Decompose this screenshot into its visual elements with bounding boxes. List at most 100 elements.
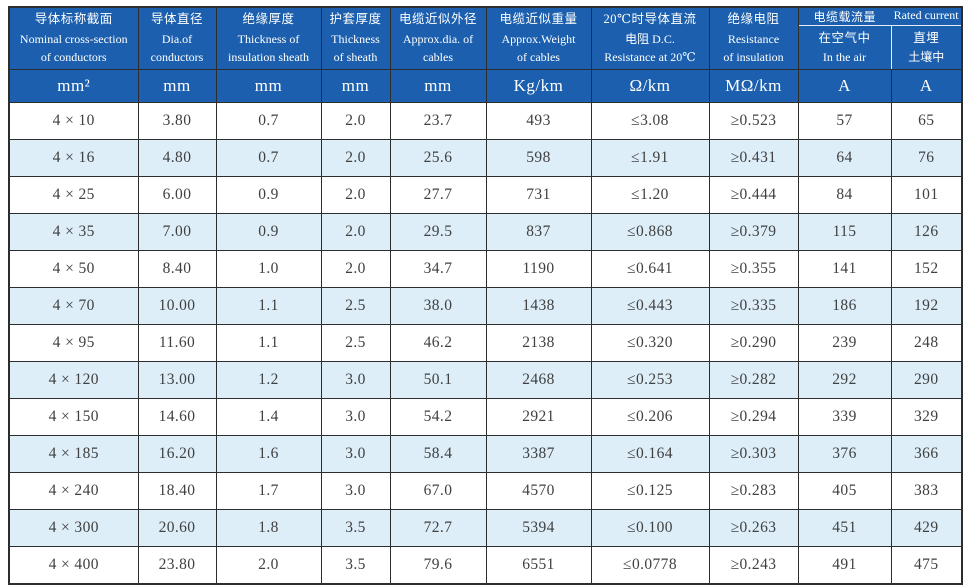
- table-cell: 23.7: [389, 102, 487, 140]
- column-header-line: of sheath: [333, 50, 378, 65]
- column-header-line: 土壤中: [908, 49, 945, 64]
- column-header-line: conductors: [150, 50, 204, 65]
- table-cell: 152: [890, 250, 963, 288]
- table-cell: 57: [797, 102, 892, 140]
- column-header-line: Resistance: [727, 31, 780, 46]
- column-header-approx-diameter: 电缆近似外径 Approx.dia. of cables: [389, 6, 487, 70]
- table-cell: 4.80: [137, 139, 217, 177]
- table-cell: 67.0: [389, 472, 487, 510]
- table-cell: 5394: [485, 509, 592, 547]
- table-row: 4 × 240 18.40 1.7 3.0 67.0 4570 ≤0.125 ≥0.283 40…: [8, 472, 963, 510]
- table-cell: 2.0: [320, 139, 391, 177]
- table-cell: 383: [890, 472, 963, 510]
- table-cell: ≤0.320: [590, 324, 710, 362]
- table-cell: 4 × 70: [8, 287, 139, 325]
- table-row: 4 × 10 3.80 0.7 2.0 23.7 493 ≤3.08 ≥0.523 57 65: [8, 102, 963, 140]
- table-cell: 1.4: [215, 398, 322, 436]
- column-header-insulation-resistance: 绝缘电阻 Resistance of insulation: [708, 6, 799, 70]
- table-cell: 3.0: [320, 398, 391, 436]
- unit-cell-insulation-resistance: MΩ/km: [708, 69, 799, 103]
- table-cell: 65: [890, 102, 963, 140]
- table-cell: ≤0.125: [590, 472, 710, 510]
- column-header-line: 绝缘厚度: [242, 12, 295, 27]
- table-cell: 18.40: [137, 472, 217, 510]
- table-cell: ≥0.379: [708, 213, 799, 251]
- table-body: 4 × 10 3.80 0.7 2.0 23.7 493 ≤3.08 ≥0.523 57 65 4 …: [8, 102, 963, 584]
- column-header-sheath-thickness: 护套厚度 Thickness of sheath: [320, 6, 391, 70]
- column-header-line: cables: [423, 50, 453, 65]
- table-cell: 4 × 95: [8, 324, 139, 362]
- table-cell: 475: [890, 546, 963, 584]
- table-cell: 186: [797, 287, 892, 325]
- table-cell: 2.0: [320, 213, 391, 251]
- table-cell: 141: [797, 250, 892, 288]
- table-cell: 451: [797, 509, 892, 547]
- column-header-line: of cables: [517, 50, 560, 65]
- table-cell: 54.2: [389, 398, 487, 436]
- table-cell: 493: [485, 102, 592, 140]
- table-cell: ≥0.283: [708, 472, 799, 510]
- table-cell: 79.6: [389, 546, 487, 584]
- table-cell: 23.80: [137, 546, 217, 584]
- table-cell: ≤0.868: [590, 213, 710, 251]
- table-cell: 405: [797, 472, 892, 510]
- table-cell: 239: [797, 324, 892, 362]
- table-cell: 1.1: [215, 324, 322, 362]
- table-cell: 598: [485, 139, 592, 177]
- unit-cell-nominal-cross-section: mm²: [8, 69, 139, 103]
- table-cell: ≤3.08: [590, 102, 710, 140]
- column-header-line: Approx.Weight: [501, 31, 576, 46]
- column-header-line: Nominal cross-section: [19, 31, 128, 46]
- column-header-line: 绝缘电阻: [727, 12, 780, 27]
- table-cell: ≤0.100: [590, 509, 710, 547]
- table-cell: 1190: [485, 250, 592, 288]
- column-header-line: 护套厚度: [329, 12, 382, 27]
- table-cell: 4 × 35: [8, 213, 139, 251]
- column-header-line: 20℃时导体直流: [603, 12, 697, 27]
- table-cell: ≤0.443: [590, 287, 710, 325]
- table-cell: 3.0: [320, 435, 391, 473]
- table-cell: ≤0.253: [590, 361, 710, 399]
- table-row: 4 × 400 23.80 2.0 3.5 79.6 6551 ≤0.0778 ≥0.243 4…: [8, 546, 963, 584]
- unit-cell-sheath-thickness: mm: [320, 69, 391, 103]
- table-cell: 837: [485, 213, 592, 251]
- table-cell: 6.00: [137, 176, 217, 214]
- column-header-line: Thickness of: [237, 31, 300, 46]
- column-header-line: of conductors: [40, 50, 107, 65]
- table-cell: 2.0: [320, 176, 391, 214]
- table-cell: 64: [797, 139, 892, 177]
- table-cell: 13.00: [137, 361, 217, 399]
- table-cell: 6551: [485, 546, 592, 584]
- column-header-rated-current-group: 电缆载流量 Rated current: [797, 6, 963, 26]
- table-cell: 29.5: [389, 213, 487, 251]
- table-cell: 84: [797, 176, 892, 214]
- table-cell: 339: [797, 398, 892, 436]
- table-cell: 34.7: [389, 250, 487, 288]
- column-header-dc-resistance: 20℃时导体直流 电阻 D.C. Resistance at 20℃: [590, 6, 710, 70]
- table-cell: 4 × 400: [8, 546, 139, 584]
- table-cell: 11.60: [137, 324, 217, 362]
- table-cell: 126: [890, 213, 963, 251]
- table-cell: 0.7: [215, 102, 322, 140]
- table-cell: 10.00: [137, 287, 217, 325]
- table-cell: ≥0.523: [708, 102, 799, 140]
- table-row: 4 × 120 13.00 1.2 3.0 50.1 2468 ≤0.253 ≥0.282 29…: [8, 361, 963, 399]
- column-header-line: 电缆近似外径: [398, 12, 477, 27]
- column-header-line: Dia.of: [161, 31, 193, 46]
- table-cell: 115: [797, 213, 892, 251]
- table-cell: ≥0.335: [708, 287, 799, 325]
- table-cell: 248: [890, 324, 963, 362]
- table-cell: 4 × 240: [8, 472, 139, 510]
- table-cell: 8.40: [137, 250, 217, 288]
- table-cell: 101: [890, 176, 963, 214]
- rated-current-label-en: Rated current: [893, 8, 959, 22]
- column-header-line: Resistance at 20℃: [604, 50, 696, 65]
- table-cell: ≥0.282: [708, 361, 799, 399]
- column-header-line: In the air: [822, 49, 867, 64]
- table-cell: 4 × 25: [8, 176, 139, 214]
- table-cell: 290: [890, 361, 963, 399]
- table-cell: 491: [797, 546, 892, 584]
- table-cell: ≥0.294: [708, 398, 799, 436]
- table-cell: 429: [890, 509, 963, 547]
